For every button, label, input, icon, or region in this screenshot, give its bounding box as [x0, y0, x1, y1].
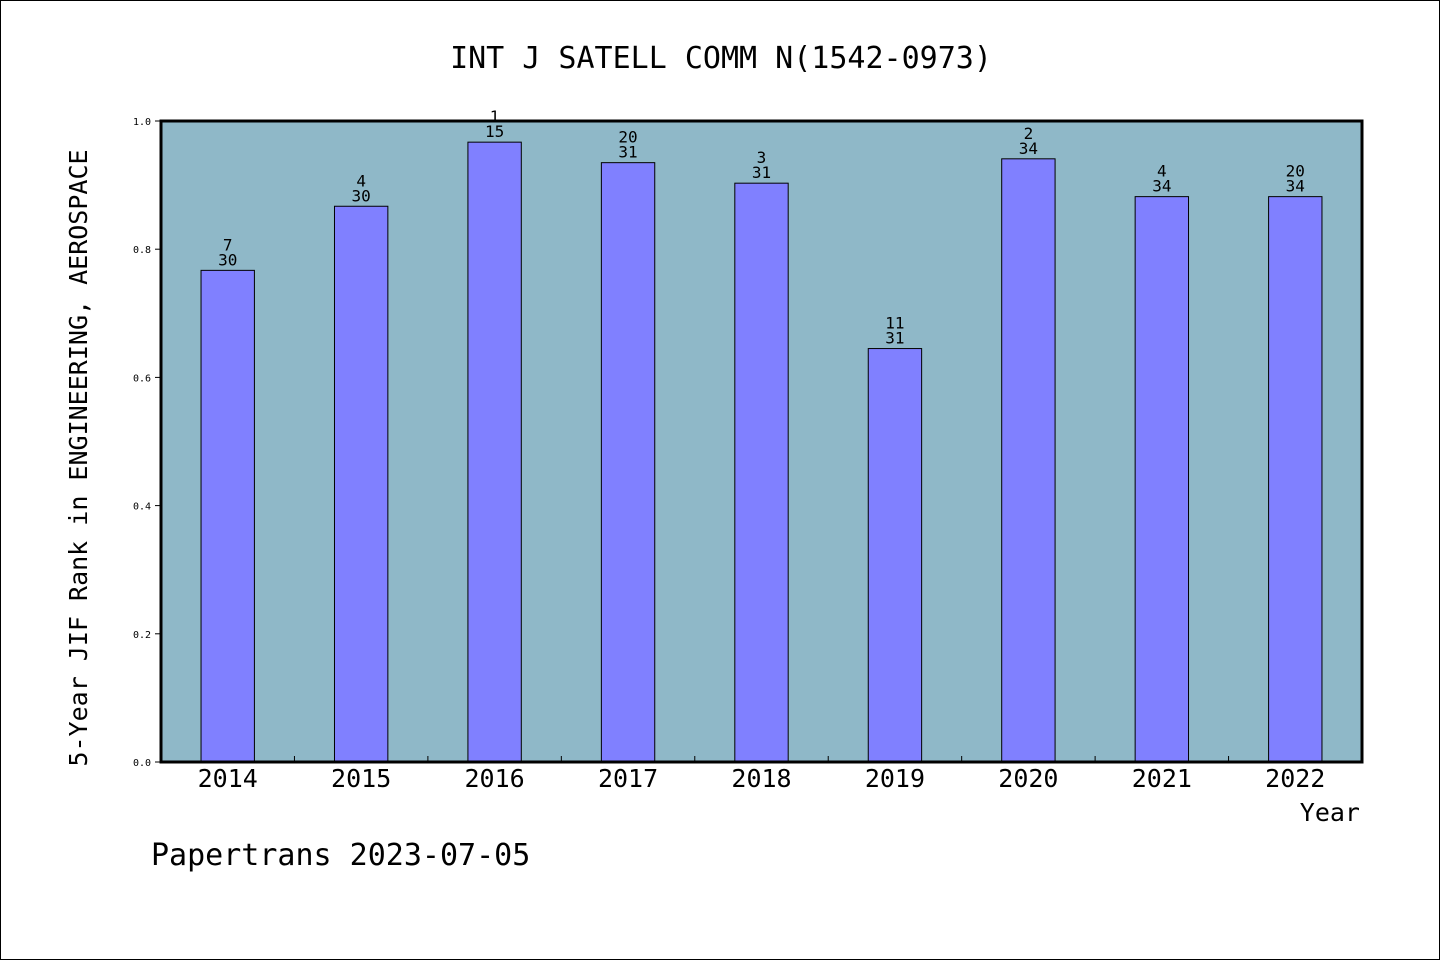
x-axis-label: Year: [1300, 798, 1360, 827]
plot-border: [159, 119, 1364, 764]
bar-rank-label: 2: [1024, 124, 1034, 143]
y-tick-label: 0.0: [133, 758, 151, 769]
x-tick-label: 2022: [1265, 764, 1325, 793]
y-tick-label: 0.2: [133, 630, 151, 641]
y-axis-label: 5-Year JIF Rank in ENGINEERING, AEROSPAC…: [64, 149, 93, 766]
bar-2020: [1001, 158, 1056, 763]
x-tick-label: 2016: [465, 764, 525, 793]
bar-rank-label: 11: [885, 314, 904, 333]
bar-2015: [333, 205, 389, 763]
x-tick-label: 2018: [731, 764, 791, 793]
bar-total-label: 30: [218, 250, 237, 269]
x-tick-label: 2014: [198, 764, 258, 793]
bar-rank-label: 7: [223, 235, 233, 254]
x-tick-label: 2021: [1132, 764, 1192, 793]
y-tick-label: 0.8: [133, 245, 151, 256]
bars-group: [200, 141, 1323, 763]
y-tick-label: 0.4: [133, 502, 151, 513]
bar-2017: [600, 162, 656, 763]
footer-credit: Papertrans 2023-07-05: [151, 838, 530, 873]
bar-rank-label: 3: [757, 148, 767, 167]
x-axis: 2014 2015 2016 2017 2018 2019 2020 2021 2022: [198, 756, 1325, 793]
bar-total-label: 31: [885, 329, 904, 348]
bar-total-label: 31: [618, 143, 637, 162]
bar-total-label: 15: [485, 122, 504, 141]
x-tick-label: 2019: [865, 764, 925, 793]
bar-rank-label: 20: [1286, 162, 1305, 181]
bar-2021: [1134, 196, 1190, 763]
bar-total-label: 30: [352, 186, 371, 205]
bar-rank-label: 4: [356, 171, 366, 190]
y-tick-label: 1.0: [133, 117, 151, 128]
x-tick-label: 2015: [331, 764, 391, 793]
bar-rank-label: 1: [490, 107, 500, 126]
x-tick-label: 2017: [598, 764, 658, 793]
y-axis: 0.0 0.2 0.4 0.6 0.8 1.0: [133, 117, 161, 769]
bar-total-label: 34: [1019, 139, 1038, 158]
bar-2022: [1268, 196, 1323, 763]
bar-2019: [867, 348, 923, 763]
bar-total-label: 34: [1152, 177, 1171, 196]
y-tick-label: 0.6: [133, 373, 151, 384]
bar-total-label: 31: [752, 163, 771, 182]
chart-title: INT J SATELL COMM N(1542-0973): [450, 41, 992, 76]
bar-total-label: 34: [1286, 177, 1305, 196]
bar-rank-label: 20: [618, 128, 637, 147]
x-tick-label: 2020: [998, 764, 1058, 793]
bar-rank-label: 4: [1157, 162, 1167, 181]
bar-2014: [200, 269, 255, 763]
bar-2018: [734, 182, 789, 763]
bar-2016: [467, 141, 522, 763]
